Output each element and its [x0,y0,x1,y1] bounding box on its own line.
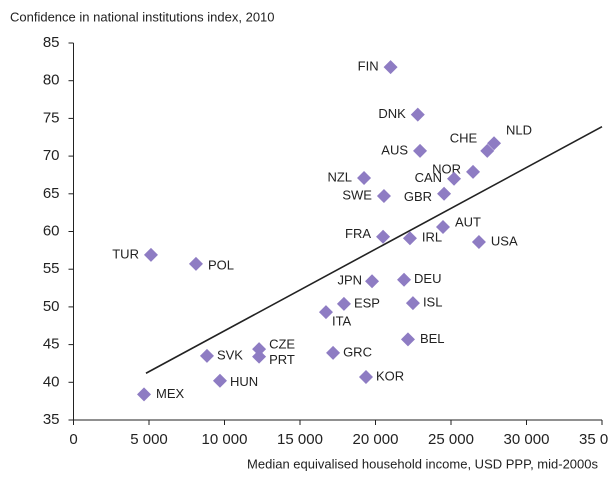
point-label: TUR [112,246,139,261]
point [447,171,462,186]
point [252,349,267,364]
point [376,189,391,204]
point-label: IRL [422,230,442,245]
point [487,136,502,151]
x-tick-label: 10 000 [202,431,248,448]
y-tick-label: 65 [43,185,60,202]
x-tick-label: 25 000 [428,431,474,448]
y-tick-label: 80 [43,72,60,89]
point-label: SVK [217,347,243,362]
point-label: GBR [404,189,432,204]
point-label: USA [491,233,518,248]
y-axis-title: Confidence in national institutions inde… [10,9,275,24]
point [397,272,412,287]
trend-line [145,125,603,374]
point [405,296,420,311]
point-label: BEL [420,331,445,346]
point [358,370,373,385]
point [326,345,341,360]
point-label: DNK [378,106,406,121]
point [435,219,450,234]
point [471,235,486,250]
y-tick-label: 85 [43,34,60,51]
point [383,60,398,75]
point-label: CAN [415,170,442,185]
point-label: CZE [269,337,295,352]
y-tick-label: 50 [43,298,60,315]
point [410,107,425,122]
y-tick-label: 75 [43,109,60,126]
point-label: ESP [354,295,380,310]
y-tick-label: 35 [43,411,60,428]
point-label: KOR [376,368,404,383]
point-label: JPN [337,273,362,288]
x-tick-label: 35 000 [579,431,608,448]
point [252,342,267,357]
point [413,143,428,158]
point-label: POL [208,257,234,272]
point [357,170,372,185]
point [466,164,481,179]
point-label: AUT [455,214,481,229]
point [402,231,417,246]
point-label: HUN [230,374,258,389]
point [437,186,452,201]
y-tick-label: 40 [43,373,60,390]
point-label: GRC [343,344,372,359]
point [365,274,380,289]
x-axis-title: Median equivalised household income, USD… [247,456,598,471]
point [480,143,495,158]
point-label: FRA [345,226,371,241]
y-tick-label: 55 [43,260,60,277]
x-tick-label: 0 [69,431,77,448]
x-tick-label: 20 000 [353,431,399,448]
point-label: ISL [423,295,443,310]
point-label: AUS [381,142,408,157]
point [400,332,415,347]
point-label: DEU [414,271,441,286]
point [336,296,351,311]
point [143,247,158,262]
point-label: ITA [332,314,352,329]
point [137,387,152,402]
point-label: PRT [269,352,295,367]
point [188,256,203,271]
x-tick-label: 15 000 [277,431,323,448]
y-tick-label: 45 [43,336,60,353]
point [212,373,227,388]
point [199,348,214,363]
point-label: NLD [506,123,532,138]
point [376,229,391,244]
point [318,305,333,320]
y-tick-label: 70 [43,147,60,164]
point-label: SWE [342,187,372,202]
y-tick-label: 60 [43,222,60,239]
point-label: CHE [450,130,478,145]
x-tick-label: 30 000 [504,431,550,448]
x-tick-label: 5 000 [130,431,168,448]
point-label: MEX [156,386,185,401]
point-label: FIN [358,59,379,74]
point-label: NZL [327,169,352,184]
